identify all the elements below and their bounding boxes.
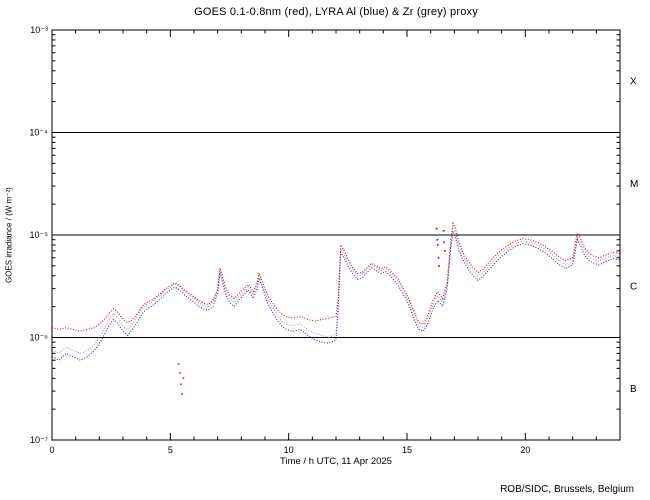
dropout-dots — [179, 383, 182, 386]
spike-dots-blue — [443, 241, 446, 244]
plot-frame — [51, 29, 621, 441]
x-tick-label: 20 — [520, 445, 530, 455]
y-tick-label: 10⁻³ — [30, 25, 48, 35]
spike-dots-red — [442, 229, 445, 232]
x-tick-label: 15 — [402, 445, 412, 455]
spike-dots-red — [437, 264, 440, 267]
flare-class-label-b: B — [630, 384, 637, 395]
dropout-dots — [178, 372, 181, 375]
dropout-dots — [177, 363, 180, 366]
series-lyra-zr-proxy — [51, 227, 621, 355]
y-tick-label: 10⁻⁶ — [30, 333, 49, 343]
spike-dots-red — [435, 227, 438, 230]
y-tick-label: 10⁻⁵ — [30, 230, 49, 240]
spike-dots-blue — [437, 256, 440, 259]
x-axis-label: Time / h UTC, 11 Apr 2025 — [280, 456, 392, 467]
footer-credit: ROB/SIDC, Brussels, Belgium — [500, 484, 634, 495]
x-tick-label: 0 — [49, 445, 54, 455]
flare-class-label-m: M — [630, 179, 638, 190]
series-lyra-al-proxy — [51, 231, 621, 361]
y-tick-label: 10⁻⁴ — [29, 128, 48, 138]
flare-class-label-c: C — [630, 281, 637, 292]
x-tick-label: 10 — [284, 445, 294, 455]
series-goes-0-1-0-8nm — [51, 221, 621, 332]
dropout-dots — [181, 393, 184, 396]
x-tick-label: 5 — [168, 445, 173, 455]
flare-class-label-x: X — [630, 76, 637, 87]
spike-dots-red — [436, 243, 439, 246]
dropout-dots — [182, 377, 185, 380]
chart-title: GOES 0.1-0.8nm (red), LYRA Al (blue) & Z… — [194, 6, 478, 18]
spike-dots-red — [443, 249, 446, 252]
y-tick-label: 10⁻⁷ — [30, 435, 48, 445]
spike-dots-blue — [436, 238, 439, 241]
